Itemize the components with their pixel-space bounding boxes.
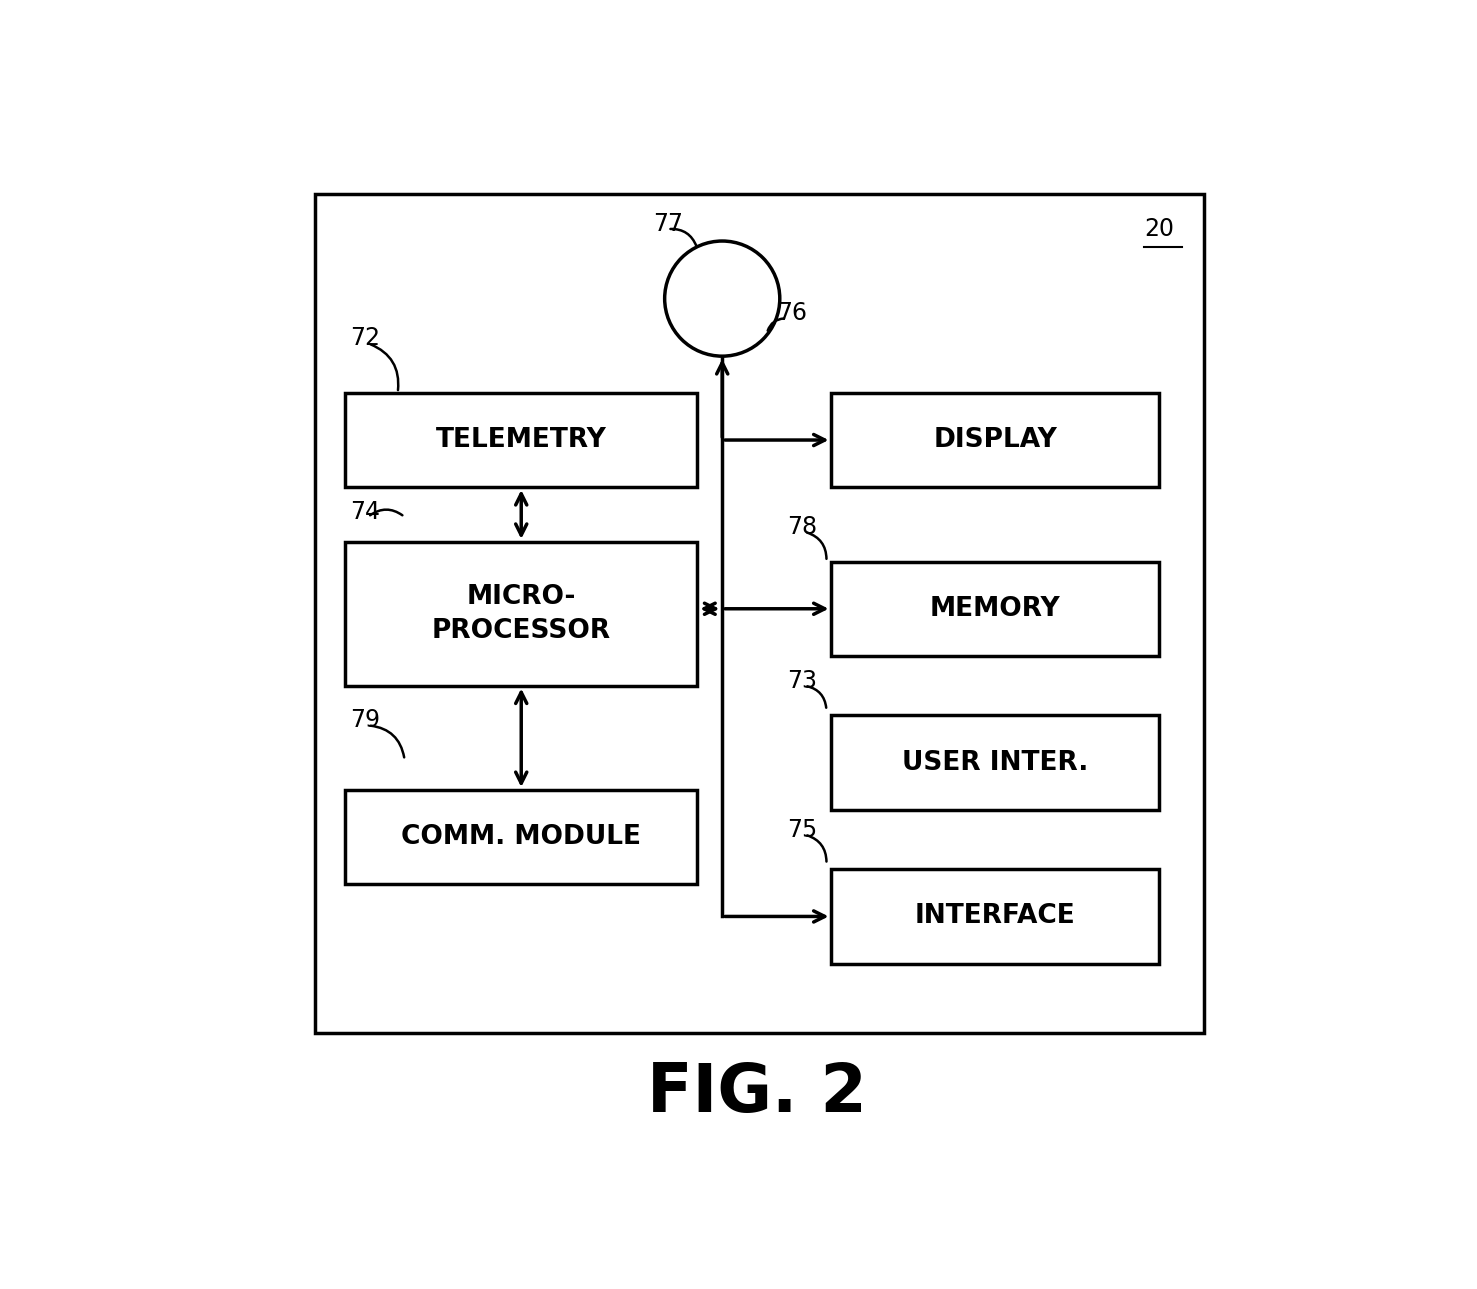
FancyArrowPatch shape <box>716 362 728 437</box>
Bar <box>346 393 697 487</box>
Bar <box>832 715 1159 809</box>
Text: 74: 74 <box>350 500 380 525</box>
Text: FIG. 2: FIG. 2 <box>647 1060 867 1125</box>
Text: 72: 72 <box>350 326 380 351</box>
Bar <box>832 562 1159 656</box>
Bar <box>346 790 697 884</box>
Text: 79: 79 <box>350 709 380 732</box>
FancyArrowPatch shape <box>725 911 824 922</box>
Text: 76: 76 <box>777 302 806 326</box>
Text: 78: 78 <box>787 514 817 539</box>
FancyArrowPatch shape <box>725 434 824 446</box>
Text: TELEMETRY: TELEMETRY <box>436 427 607 452</box>
Text: 20: 20 <box>1145 217 1174 241</box>
Text: MEMORY: MEMORY <box>931 596 1060 621</box>
Circle shape <box>665 241 780 356</box>
Bar <box>315 195 1204 1032</box>
Text: MICRO-
PROCESSOR: MICRO- PROCESSOR <box>431 584 611 643</box>
FancyArrowPatch shape <box>725 603 824 615</box>
Text: 73: 73 <box>787 669 817 692</box>
FancyArrowPatch shape <box>515 494 527 535</box>
Bar <box>832 869 1159 964</box>
Bar <box>346 541 697 686</box>
Text: INTERFACE: INTERFACE <box>914 904 1075 929</box>
Text: 77: 77 <box>653 213 682 236</box>
Text: COMM. MODULE: COMM. MODULE <box>402 824 641 849</box>
Text: DISPLAY: DISPLAY <box>933 427 1058 452</box>
Text: USER INTER.: USER INTER. <box>902 750 1089 776</box>
FancyArrowPatch shape <box>515 692 527 784</box>
Bar <box>832 393 1159 487</box>
FancyArrowPatch shape <box>705 603 715 615</box>
Text: 75: 75 <box>787 817 817 842</box>
